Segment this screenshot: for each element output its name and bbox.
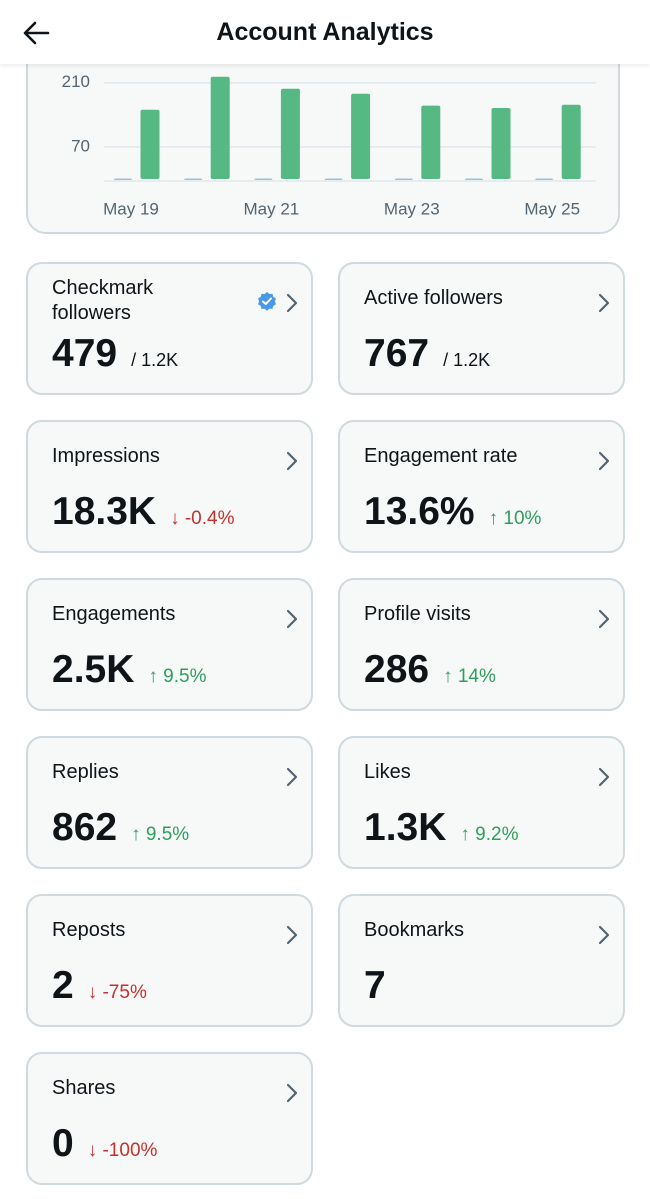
card-row: 7 [364, 964, 386, 1008]
card-value: 767 [364, 332, 430, 375]
card-change: ↑ 14% [443, 666, 496, 687]
card-value: 13.6% [364, 490, 475, 533]
x-tick-label: May 19 [103, 199, 159, 218]
card-value: 862 [52, 806, 118, 849]
card-label: Engagements [52, 603, 176, 625]
card-value: 1.3K [364, 806, 447, 849]
chevron [285, 766, 299, 793]
card-change: ↓ -75% [87, 982, 147, 1003]
bar [114, 178, 132, 181]
card-label: Active followers [364, 287, 503, 309]
bar [210, 76, 230, 179]
stat-card[interactable]: Shares 0 ↓ -100% [26, 1052, 313, 1185]
bar [394, 178, 413, 181]
back-button[interactable] [22, 20, 50, 46]
stat-card[interactable]: Engagement rate 13.6% ↑ 10% [338, 420, 625, 553]
card-value: 286 [364, 648, 430, 691]
bar [491, 107, 511, 179]
y-tick-label: 210 [62, 72, 90, 91]
card-label: Replies [52, 761, 119, 783]
card-row: 13.6% ↑ 10% [364, 490, 541, 534]
card-row: 286 ↑ 14% [364, 648, 496, 692]
card-row: 1.3K ↑ 9.2% [364, 806, 518, 850]
chevron [285, 292, 299, 319]
bar [280, 88, 300, 179]
card-label: Engagement rate [364, 445, 518, 467]
stat-card[interactable]: Reposts 2 ↓ -75% [26, 894, 313, 1027]
stat-card[interactable]: Bookmarks 7 [338, 894, 625, 1027]
card-value: 2.5K [52, 648, 135, 691]
card-label: Reposts [52, 919, 126, 941]
stat-card[interactable]: Engagements 2.5K ↑ 9.5% [26, 578, 313, 711]
bar [535, 178, 554, 181]
card-change: ↑ 10% [488, 508, 542, 529]
stat-card[interactable]: Likes 1.3K ↑ 9.2% [338, 736, 625, 869]
chevron [285, 924, 299, 951]
card-change: ↑ 9.2% [460, 824, 519, 845]
y-tick-label: 70 [71, 136, 90, 155]
card-label: Checkmark followers [52, 277, 154, 324]
header: Account Analytics [0, 0, 650, 64]
chevron [285, 1082, 299, 1109]
verified-badge [257, 291, 277, 316]
card-change: ↑ 9.5% [131, 824, 190, 845]
x-tick-label: May 23 [384, 199, 440, 218]
card-value: 0 [52, 1122, 74, 1165]
bar [421, 105, 441, 179]
card-label: Likes [364, 761, 411, 783]
card-value: 7 [364, 964, 386, 1007]
bar [140, 109, 160, 179]
bar [254, 178, 273, 181]
card-label: Shares [52, 1077, 116, 1099]
card-change: ↑ 9.5% [148, 666, 207, 687]
card-row: 2.5K ↑ 9.5% [52, 648, 206, 692]
card-sub: / 1.2K [443, 350, 491, 370]
x-tick-label: May 21 [244, 199, 300, 218]
x-tick-label: May 25 [524, 199, 580, 218]
chevron [597, 608, 611, 635]
card-row: 0 ↓ -100% [52, 1122, 157, 1166]
stat-card[interactable]: Replies 862 ↑ 9.5% [26, 736, 313, 869]
stat-card[interactable]: Checkmark followers 479 / 1.2K [26, 262, 313, 395]
stat-card[interactable]: Profile visits 286 ↑ 14% [338, 578, 625, 711]
bar [561, 104, 581, 179]
chevron [285, 608, 299, 635]
bar [324, 178, 343, 181]
chevron [597, 450, 611, 477]
bar [184, 178, 203, 181]
bar [351, 93, 371, 179]
card-row: 479 / 1.2K [52, 332, 178, 376]
card-label: Profile visits [364, 603, 471, 625]
card-change: ↓ -100% [87, 1140, 158, 1161]
chevron [597, 766, 611, 793]
chevron [597, 924, 611, 951]
header-title: Account Analytics [216, 18, 434, 46]
stat-card[interactable]: Active followers 767 / 1.2K [338, 262, 625, 395]
card-value: 18.3K [52, 490, 157, 533]
card-row: 862 ↑ 9.5% [52, 806, 189, 850]
card-change: ↓ -0.4% [170, 508, 235, 529]
card-value: 479 [52, 332, 118, 375]
bar [465, 178, 483, 181]
card-row: 2 ↓ -75% [52, 964, 147, 1008]
card-label: Impressions [52, 445, 160, 467]
card-value: 2 [52, 964, 74, 1007]
stat-card[interactable]: Impressions 18.3K ↓ -0.4% [26, 420, 313, 553]
chart: 70 210 May 19 May 21 May 23 May 25 [62, 72, 596, 218]
chevron [285, 450, 299, 477]
chevron [597, 292, 611, 319]
card-sub: / 1.2K [131, 350, 179, 370]
card-row: 767 / 1.2K [364, 332, 490, 376]
card-row: 18.3K ↓ -0.4% [52, 490, 235, 534]
card-label: Bookmarks [364, 919, 465, 941]
